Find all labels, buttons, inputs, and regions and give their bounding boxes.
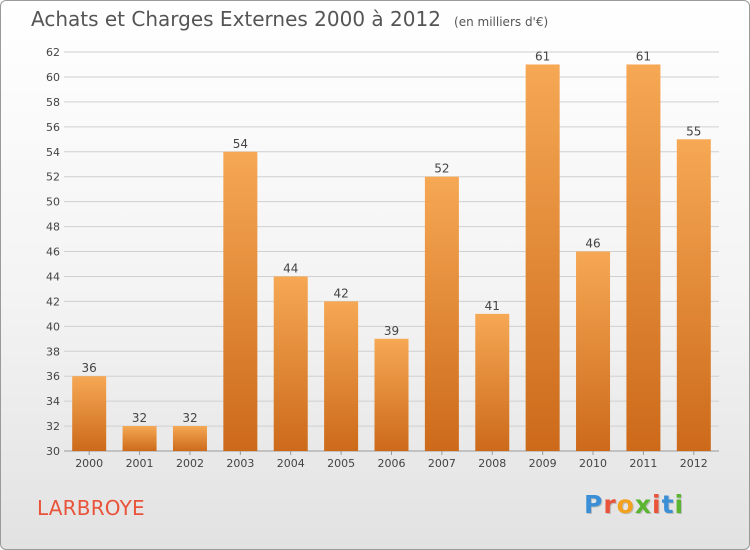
bar-2007	[424, 176, 459, 451]
x-tick-label: 2002	[176, 457, 204, 470]
y-tick-label: 50	[46, 196, 60, 209]
y-tick-label: 34	[46, 395, 60, 408]
bar-2000	[72, 376, 107, 451]
bar-2011	[626, 64, 661, 451]
data-label: 55	[686, 124, 701, 138]
bar-2004	[273, 276, 308, 451]
data-label: 44	[283, 261, 298, 275]
y-tick-label: 36	[46, 370, 60, 383]
x-tick-label: 2008	[478, 457, 506, 470]
bar-2010	[576, 251, 611, 451]
y-tick-label: 44	[46, 270, 60, 283]
x-tick-label: 2000	[75, 457, 103, 470]
x-tick-label: 2001	[126, 457, 154, 470]
commune-name: LARBROYE	[37, 496, 145, 520]
y-tick-label: 60	[46, 71, 60, 84]
data-label: 32	[132, 411, 147, 425]
data-label: 42	[333, 286, 348, 300]
data-label: 39	[384, 324, 399, 338]
bar-2009	[525, 64, 560, 451]
x-tick-label: 2006	[378, 457, 406, 470]
data-label: 61	[636, 49, 651, 63]
y-tick-label: 62	[46, 46, 60, 59]
y-tick-label: 30	[46, 445, 60, 458]
data-label: 54	[233, 137, 248, 151]
bar-2012	[676, 139, 711, 451]
y-tick-label: 40	[46, 320, 60, 333]
y-tick-label: 48	[46, 221, 60, 234]
x-tick-label: 2009	[529, 457, 557, 470]
x-tick-label: 2007	[428, 457, 456, 470]
data-label: 41	[485, 299, 500, 313]
y-axis-ticks: 30 32 34 36 38 40 42 44 46 48 50 52 54 56 58 60 62	[46, 46, 60, 458]
data-labels: 36 32 32 54 44 42 39 52 41 61 46 61 55	[82, 49, 702, 425]
y-tick-label: 52	[46, 171, 60, 184]
proxiti-logo: Proxiti	[584, 490, 685, 519]
y-tick-label: 56	[46, 121, 60, 134]
x-tick-label: 2003	[226, 457, 254, 470]
data-label: 61	[535, 49, 550, 63]
data-label: 36	[82, 361, 97, 375]
y-tick-label: 32	[46, 420, 60, 433]
data-label: 46	[585, 237, 600, 251]
bar-2001	[122, 426, 157, 451]
y-tick-label: 46	[46, 246, 60, 259]
data-label: 32	[182, 411, 197, 425]
title-row: Achats et Charges Externes 2000 à 2012 (…	[31, 7, 548, 31]
chart-subtitle: (en milliers d'€)	[454, 15, 549, 29]
chart-title: Achats et Charges Externes 2000 à 2012	[31, 7, 441, 31]
bar-2008	[475, 313, 510, 451]
x-tick-label: 2012	[680, 457, 708, 470]
y-tick-label: 42	[46, 295, 60, 308]
x-tick-label: 2004	[277, 457, 305, 470]
bar-2005	[324, 301, 359, 451]
data-label: 52	[434, 162, 449, 176]
x-axis-ticks: 2000 2001 2002 2003 2004 2005 2006 2007 2008 2009…	[75, 451, 708, 470]
x-tick-label: 2005	[327, 457, 355, 470]
y-tick-label: 38	[46, 345, 60, 358]
bar-2003	[223, 151, 258, 451]
x-tick-label: 2010	[579, 457, 607, 470]
bar-2002	[172, 426, 207, 451]
bars	[72, 64, 711, 451]
y-tick-label: 54	[46, 146, 60, 159]
y-tick-label: 58	[46, 96, 60, 109]
x-tick-label: 2011	[629, 457, 657, 470]
bar-2006	[374, 338, 409, 451]
